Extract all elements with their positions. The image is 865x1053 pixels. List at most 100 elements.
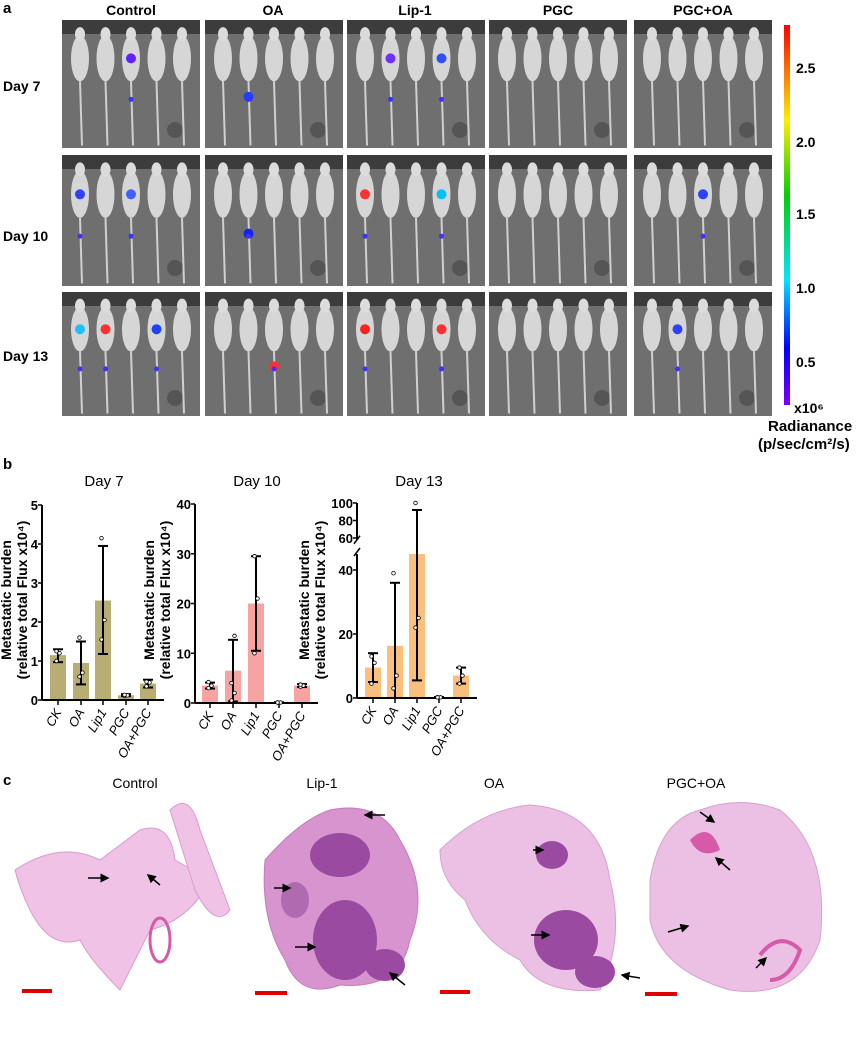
arrow-icon — [667, 923, 690, 933]
scale-bar — [255, 991, 287, 995]
colorbar-tick-0.5: 0.5 — [796, 354, 816, 370]
data-point — [144, 684, 149, 689]
colorbar-unit: (p/sec/cm²/s) — [758, 436, 850, 453]
data-point — [394, 673, 399, 678]
data-point — [298, 682, 303, 687]
data-point — [435, 695, 440, 700]
chart-title: Day 10 — [233, 473, 281, 490]
arrow-icon — [620, 971, 641, 981]
y-tick-label: 0 — [31, 693, 38, 708]
histology-images — [14, 802, 823, 996]
mouse-image — [62, 292, 200, 416]
data-point — [80, 670, 85, 675]
data-point — [460, 673, 465, 678]
row-header-day7: Day 7 — [3, 78, 41, 94]
y-tick-label: 40 — [339, 563, 353, 578]
mouse-image — [347, 20, 485, 148]
data-point — [144, 679, 149, 684]
data-point — [99, 535, 104, 541]
colorbar-scale-label: x10⁶ — [794, 400, 824, 416]
histology-control — [14, 802, 231, 993]
data-point — [413, 625, 418, 630]
data-point — [369, 681, 374, 686]
chart-title: Day 13 — [395, 473, 443, 490]
y-tick-label: 20 — [177, 597, 191, 612]
x-tick-label: CK — [358, 703, 381, 727]
y-tick-label: 20 — [339, 627, 353, 642]
mouse-image — [62, 20, 200, 148]
histology-oa — [439, 804, 641, 994]
column-header-control: Control — [106, 2, 156, 18]
data-point — [252, 651, 257, 656]
data-point — [457, 665, 462, 670]
data-point — [122, 692, 127, 698]
data-point — [275, 700, 280, 705]
data-point — [457, 681, 462, 686]
mouse-image — [489, 292, 627, 416]
data-point — [57, 651, 62, 656]
mouse-image — [205, 292, 343, 416]
axis-break-mark — [353, 535, 361, 545]
bar-OA+PGC — [294, 685, 310, 703]
mouse-image — [205, 20, 343, 148]
column-header-pgc: PGC — [542, 2, 574, 18]
bioluminescence-image-grid — [62, 20, 790, 416]
panel-b-label: b — [3, 456, 13, 473]
y-axis-label-units: (relative total Flux x10⁴) — [14, 521, 30, 680]
y-axis-label: Metastatic burden — [296, 540, 312, 660]
column-header-pgc-oa: PGC+OA — [673, 2, 733, 18]
mouse-image — [489, 155, 627, 286]
bar-OA+PGC — [453, 675, 469, 698]
histology-title-control: Control — [112, 775, 158, 791]
panel-a-label: a — [3, 0, 12, 17]
data-point — [232, 690, 237, 696]
arrow-icon — [714, 857, 731, 871]
y-tick-label: 2 — [31, 615, 38, 630]
chart-2: Day 13 Metastatic burden (relative total F… — [296, 473, 477, 759]
data-point — [391, 571, 396, 576]
histology-title-oa: OA — [483, 775, 505, 791]
arrow-icon — [755, 956, 768, 969]
chart-title: Day 7 — [84, 473, 123, 490]
x-tick-label: CK — [43, 705, 66, 729]
data-point — [369, 654, 374, 659]
data-point — [232, 633, 237, 639]
bar-CK — [202, 685, 218, 703]
row-header-day10: Day 10 — [3, 228, 49, 244]
axis-break-mark — [353, 547, 361, 557]
y-tick-label: 60 — [339, 531, 353, 546]
y-tick-label: 1 — [31, 654, 38, 669]
scale-bar — [645, 992, 677, 996]
x-tick-label: CK — [195, 708, 218, 732]
arrow-icon — [146, 874, 161, 886]
data-point — [416, 615, 421, 621]
mouse-image — [347, 292, 485, 416]
mouse-image — [347, 155, 485, 286]
y-tick-label: 10 — [177, 646, 191, 661]
y-tick-label: 40 — [177, 497, 191, 512]
mouse-image — [489, 20, 627, 148]
mouse-image — [634, 292, 772, 416]
mouse-image — [62, 155, 200, 286]
colorbar-tick-1.0: 1.0 — [796, 280, 816, 296]
scale-bar — [440, 990, 470, 994]
data-point — [99, 637, 104, 642]
data-point — [413, 500, 418, 506]
chart-0: Day 7 Metastatic burden (relative total Fl… — [0, 473, 164, 761]
mouse-image — [634, 155, 772, 286]
y-axis-label-units: (relative total Flux x10⁴) — [157, 521, 173, 680]
y-axis-label: Metastatic burden — [141, 540, 157, 660]
mouse-image — [634, 20, 772, 148]
scale-bar — [22, 989, 52, 993]
row-header-day13: Day 13 — [3, 348, 49, 364]
histology-pgc-oa — [645, 802, 823, 996]
bar-CK — [50, 655, 66, 700]
data-point — [252, 554, 257, 559]
data-point — [391, 686, 396, 691]
column-header-oa: OA — [262, 2, 284, 18]
data-point — [206, 685, 211, 691]
column-header-lip1: Lip-1 — [398, 2, 432, 18]
